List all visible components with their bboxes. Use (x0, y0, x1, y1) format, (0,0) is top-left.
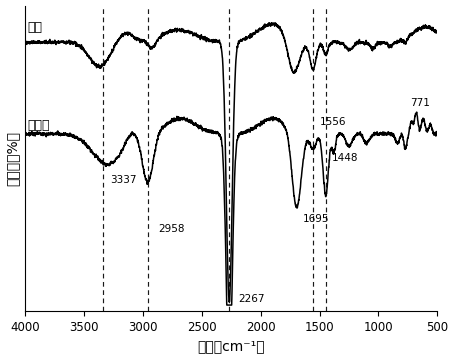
X-axis label: 波数（cm⁻¹）: 波数（cm⁻¹） (197, 340, 265, 354)
Text: 3337: 3337 (110, 175, 136, 185)
Text: 771: 771 (410, 98, 430, 108)
Text: 1556: 1556 (320, 117, 346, 127)
Text: 2958: 2958 (158, 224, 185, 234)
Text: 三聚体: 三聚体 (27, 118, 50, 132)
Y-axis label: 透过率（%）: 透过率（%） (5, 131, 20, 186)
Text: 1448: 1448 (331, 153, 358, 163)
Text: 单体: 单体 (27, 21, 43, 34)
Text: 2267: 2267 (238, 294, 265, 304)
Text: 1695: 1695 (303, 214, 330, 224)
